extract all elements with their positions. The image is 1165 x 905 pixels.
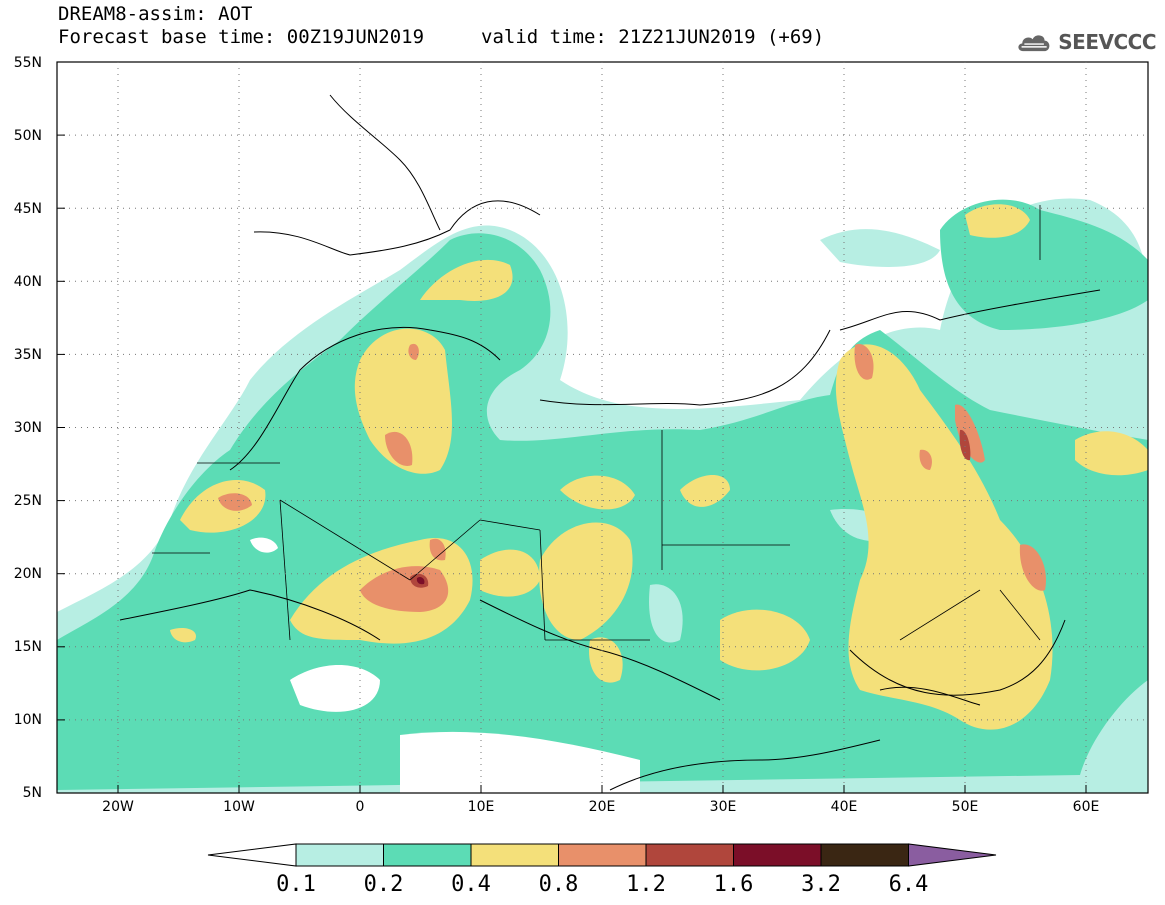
- colorbar-label-1.2: 1.2: [626, 872, 666, 897]
- lon-label-40e: 40E: [830, 799, 858, 815]
- colorbar-label-3.2: 3.2: [801, 872, 841, 897]
- logo-text: SEEVCCC: [1058, 30, 1156, 54]
- lon-label-50e: 50E: [951, 799, 979, 815]
- map-title: DREAM8-assim: AOT: [58, 3, 253, 25]
- cloud-icon: [1018, 35, 1050, 52]
- colorbar: [207, 843, 997, 867]
- colorbar-label-0.8: 0.8: [538, 872, 579, 897]
- lon-label-20e: 20E: [588, 799, 616, 815]
- colorbar-label-1.6: 1.6: [713, 872, 754, 897]
- political-boundaries: [152, 205, 1041, 641]
- colorbar-label-0.1: 0.1: [276, 872, 316, 897]
- lat-label-45n: 45N: [13, 201, 42, 217]
- colorbar-label-0.4: 0.4: [451, 872, 491, 897]
- forecast-base-time: Forecast base time: 00Z19JUN2019: [58, 26, 425, 48]
- colorbar-over-triangle: [908, 843, 997, 867]
- colorbar-box-0.4: [470, 843, 559, 867]
- lon-label-10e: 10E: [467, 799, 495, 815]
- lat-label-15n: 15N: [13, 639, 42, 655]
- lat-label-20n: 20N: [13, 566, 42, 582]
- colorbar-label-0.2: 0.2: [363, 872, 404, 897]
- colorbar-under-triangle: [207, 843, 297, 867]
- colorbar-box-0.2: [383, 843, 472, 867]
- country-borders: [119, 94, 1101, 791]
- lat-label-25n: 25N: [13, 493, 42, 509]
- colorbar-label-6.4: 6.4: [888, 872, 929, 897]
- seevccc-logo: SEEVCCC: [1016, 22, 1156, 62]
- lat-label-10n: 10N: [13, 712, 42, 728]
- lat-label-35n: 35N: [13, 347, 42, 363]
- aot-level-1.6: [416, 576, 425, 585]
- aot-level-0.4: [354, 328, 452, 474]
- lat-label-40n: 40N: [13, 274, 42, 290]
- lat-label-30n: 30N: [13, 420, 42, 436]
- lat-label-55n: 55N: [13, 55, 42, 71]
- aot-field: [57, 62, 1148, 793]
- lon-label-60e: 60E: [1072, 799, 1100, 815]
- colorbar-box-0.1: [295, 843, 384, 867]
- colorbar-box-1.6: [733, 843, 822, 867]
- colorbar-box-0.8: [558, 843, 647, 867]
- colorbar-box-3.2: [820, 843, 909, 867]
- lat-label-50n: 50N: [13, 128, 42, 144]
- valid-time: valid time: 21Z21JUN2019 (+69): [481, 26, 825, 48]
- axis-ticks: [57, 134, 1087, 793]
- lon-label-30e: 30E: [709, 799, 737, 815]
- lon-label-10w: 10W: [223, 799, 255, 815]
- lat-label-5n: 5N: [22, 785, 42, 801]
- lon-label-20w: 20W: [102, 799, 134, 815]
- lon-label-0: 0: [355, 799, 365, 815]
- colorbar-box-1.2: [645, 843, 734, 867]
